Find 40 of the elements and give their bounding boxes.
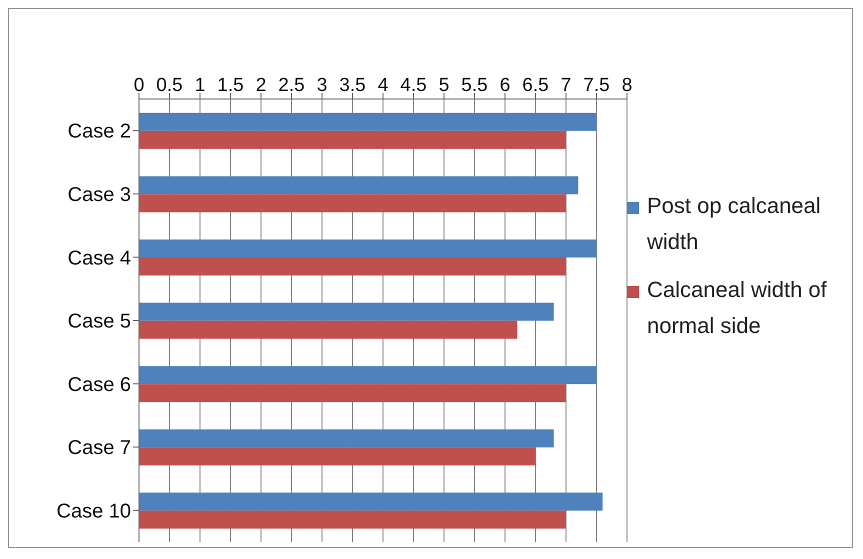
- x-tick-label: 6.5: [522, 75, 549, 96]
- y-tick-label: Case 10: [56, 500, 131, 522]
- x-tick-label: 1.5: [217, 75, 244, 96]
- x-tick-label: 2.5: [278, 75, 305, 96]
- legend-label: Post op calcaneal width: [647, 192, 822, 256]
- x-tick-label: 1: [194, 75, 206, 96]
- x-tick-label: 5.5: [461, 75, 488, 96]
- bar: [139, 194, 566, 212]
- bar: [139, 112, 596, 131]
- bar: [139, 429, 554, 448]
- x-tick-label: 0: [134, 75, 144, 96]
- y-tick-label: Case 5: [68, 310, 131, 333]
- x-tick-label: 7: [560, 75, 572, 96]
- bar: [139, 130, 566, 149]
- legend-label: Calcaneal width of normal side: [647, 276, 828, 340]
- x-tick-label: 3.5: [339, 75, 366, 96]
- x-tick-label: 4.5: [400, 75, 427, 96]
- x-tick-label: 0.5: [156, 75, 183, 96]
- bar: [139, 492, 603, 511]
- x-tick-label: 8: [622, 75, 632, 96]
- x-tick-label: 6: [500, 75, 510, 96]
- y-tick-label: Case 6: [68, 374, 131, 396]
- y-tick-label: Case 3: [68, 184, 131, 206]
- x-tick-label: 5: [438, 75, 450, 96]
- bar: [139, 447, 536, 466]
- y-tick-label: Case 7: [68, 437, 131, 460]
- bar: [139, 302, 554, 321]
- y-tick-label: Case 2: [68, 120, 131, 143]
- x-tick-label: 4: [378, 75, 389, 96]
- bar: [139, 510, 566, 529]
- y-tick-label: Case 4: [68, 247, 131, 270]
- bar: [139, 257, 566, 276]
- bar: [139, 384, 566, 402]
- x-tick-label: 7.5: [583, 75, 610, 96]
- x-tick-label: 3: [316, 75, 328, 96]
- bar: [139, 239, 596, 258]
- bar: [139, 320, 518, 339]
- x-tick-label: 2: [256, 75, 266, 96]
- bar: [139, 366, 596, 384]
- bar: [139, 176, 578, 194]
